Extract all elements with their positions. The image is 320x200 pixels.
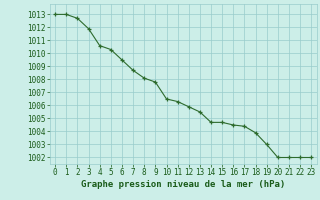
X-axis label: Graphe pression niveau de la mer (hPa): Graphe pression niveau de la mer (hPa)	[81, 180, 285, 189]
